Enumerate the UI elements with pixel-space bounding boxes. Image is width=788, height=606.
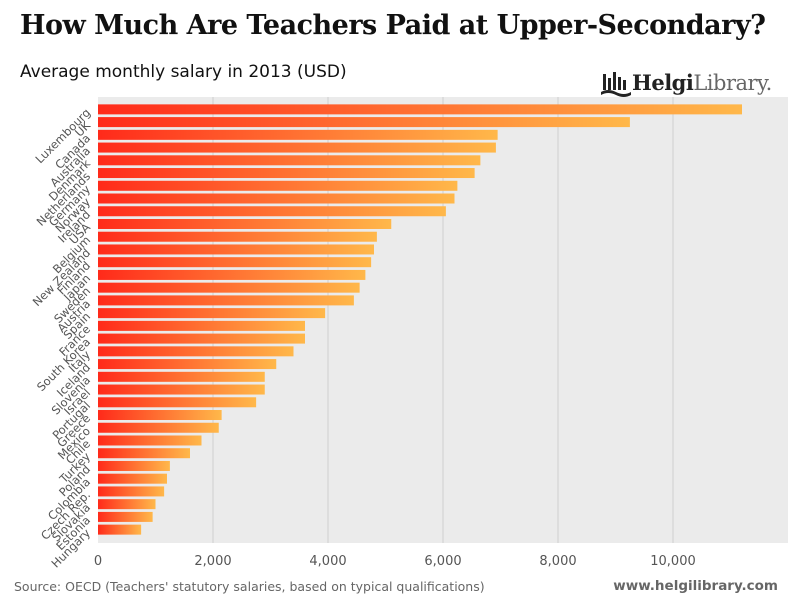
website-link[interactable]: www.helgilibrary.com: [613, 578, 778, 594]
bar: [98, 206, 446, 217]
bar: [98, 244, 374, 255]
chart-subtitle: Average monthly salary in 2013 (USD): [20, 62, 347, 82]
bar: [98, 180, 458, 191]
bar: [98, 397, 257, 408]
bar: [98, 384, 265, 395]
bar: [98, 346, 294, 357]
bar: [98, 257, 372, 268]
bar: [98, 511, 153, 522]
bar: [98, 231, 377, 242]
bar: [98, 422, 219, 433]
library-building-icon: [601, 72, 631, 97]
bar: [98, 524, 142, 535]
bar: [98, 333, 305, 344]
x-tick-label: 2,000: [194, 554, 231, 569]
bar: [98, 448, 190, 459]
chart-title: How Much Are Teachers Paid at Upper-Seco…: [20, 10, 766, 41]
bar: [98, 486, 165, 497]
logo-text: HelgiLibrary.: [632, 70, 772, 95]
bar: [98, 193, 455, 204]
bar: [98, 473, 167, 484]
bar: [98, 282, 360, 293]
bar: [98, 104, 742, 115]
x-tick-label: 4,000: [309, 554, 346, 569]
bar: [98, 460, 170, 471]
bar: [98, 117, 630, 128]
helgilibrary-logo[interactable]: HelgiLibrary.: [598, 66, 778, 102]
bar: [98, 410, 222, 421]
bar: [98, 155, 481, 166]
bar: [98, 359, 277, 370]
bar: [98, 295, 354, 306]
bar: [98, 218, 392, 229]
bar: [98, 129, 498, 140]
bar: [98, 269, 366, 280]
x-tick-label: 8,000: [539, 554, 576, 569]
bar: [98, 435, 202, 446]
bar: [98, 308, 326, 319]
bar: [98, 142, 496, 153]
x-tick-label: 6,000: [424, 554, 461, 569]
x-tick-label: 10,000: [650, 554, 696, 569]
bar: [98, 168, 475, 179]
bar: [98, 371, 265, 382]
bar: [98, 320, 305, 331]
source-note: Source: OECD (Teachers' statutory salari…: [14, 579, 485, 594]
bar: [98, 499, 156, 510]
x-tick-label: 0: [94, 554, 102, 569]
